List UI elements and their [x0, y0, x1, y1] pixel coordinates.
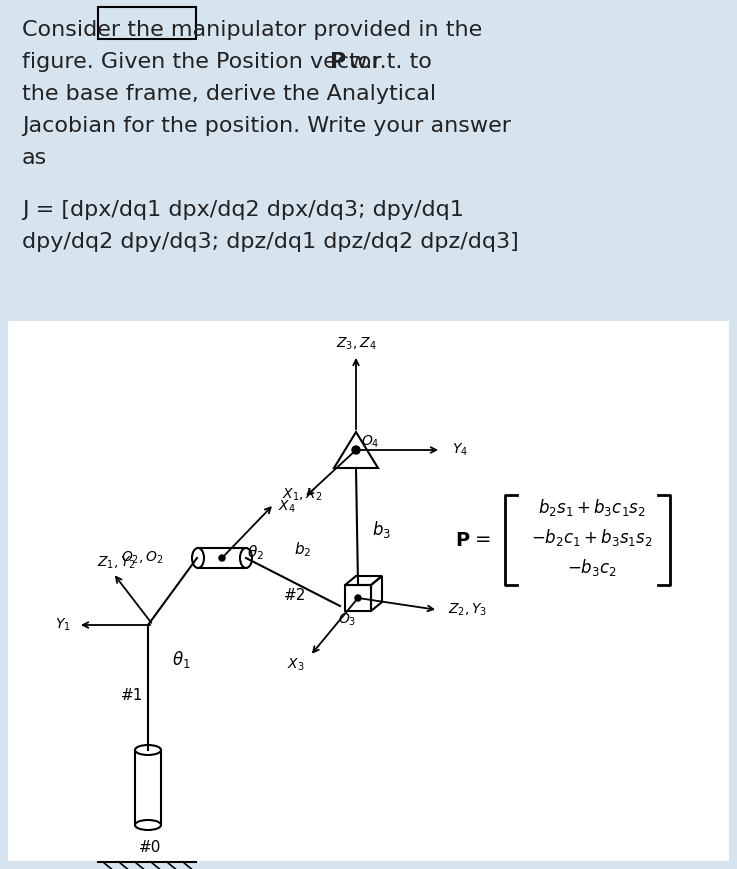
Text: J = [dpx/dq1 dpx/dq2 dpx/dq3; dpy/dq1: J = [dpx/dq1 dpx/dq2 dpx/dq3; dpy/dq1 [22, 200, 464, 220]
Text: $\mathbf{P}$: $\mathbf{P}$ [455, 530, 471, 549]
Text: $O_3$: $O_3$ [338, 612, 356, 628]
Text: $X_4$: $X_4$ [279, 499, 296, 515]
Text: the base frame, derive the Analytical: the base frame, derive the Analytical [22, 84, 436, 104]
Text: #2: #2 [284, 588, 306, 603]
Text: $Z_1, Y_2$: $Z_1, Y_2$ [97, 554, 136, 571]
Circle shape [352, 446, 360, 454]
Text: $b_2$: $b_2$ [294, 541, 311, 560]
Text: Jacobian for the position. Write your answer: Jacobian for the position. Write your an… [22, 116, 511, 136]
Text: figure. Given the Position vector: figure. Given the Position vector [22, 52, 388, 72]
Ellipse shape [135, 820, 161, 830]
Text: $X_3$: $X_3$ [287, 657, 304, 673]
Text: dpy/dq2 dpy/dq3; dpz/dq1 dpz/dq2 dpz/dq3]: dpy/dq2 dpy/dq3; dpz/dq1 dpz/dq2 dpz/dq3… [22, 232, 519, 252]
Text: $O_2, O_2$: $O_2, O_2$ [122, 550, 164, 567]
Ellipse shape [135, 745, 161, 755]
Ellipse shape [192, 548, 204, 568]
Text: $O_4$: $O_4$ [361, 434, 380, 450]
Text: #0: #0 [139, 840, 161, 855]
Text: =: = [475, 530, 492, 549]
Bar [198, 548, 246, 568]
Bar [8, 321, 729, 861]
Text: $\theta_1$: $\theta_1$ [172, 649, 191, 671]
Text: $Y_1$: $Y_1$ [55, 617, 71, 634]
Text: $X_1, X_2$: $X_1, X_2$ [282, 487, 323, 503]
Text: $b_3$: $b_3$ [372, 519, 391, 540]
Bar [135, 750, 161, 825]
Ellipse shape [240, 548, 252, 568]
Text: as: as [22, 148, 47, 168]
Text: $-b_3c_2$: $-b_3c_2$ [567, 556, 617, 578]
Text: #1: #1 [121, 687, 143, 702]
Text: P: P [330, 52, 346, 72]
Bar [345, 585, 371, 611]
Text: $\theta_2$: $\theta_2$ [247, 544, 264, 562]
Text: $Z_3, Z_4$: $Z_3, Z_4$ [336, 335, 377, 352]
Circle shape [219, 555, 225, 561]
Text: $-b_2c_1 + b_3s_1s_2$: $-b_2c_1 + b_3s_1s_2$ [531, 527, 653, 547]
Text: $Y_4$: $Y_4$ [452, 441, 468, 458]
Text: $b_2s_1 + b_3c_1s_2$: $b_2s_1 + b_3c_1s_2$ [538, 496, 646, 518]
Text: $Z_2, Y_3$: $Z_2, Y_3$ [448, 602, 487, 618]
Text: Consider the manipulator provided in the: Consider the manipulator provided in the [22, 20, 482, 40]
Circle shape [355, 595, 361, 601]
Text: w.r.t. to: w.r.t. to [342, 52, 432, 72]
